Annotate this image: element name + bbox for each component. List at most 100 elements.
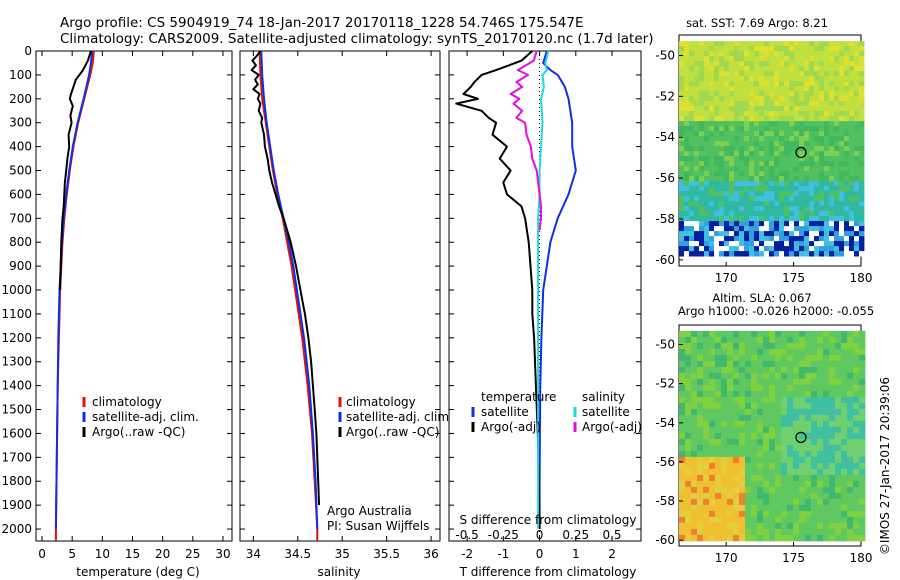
map-cell bbox=[689, 211, 695, 217]
map-cell bbox=[829, 61, 835, 67]
map-cell bbox=[817, 486, 824, 494]
map-cell bbox=[784, 156, 790, 162]
map-cell bbox=[684, 161, 690, 167]
map-cell bbox=[859, 390, 866, 398]
map-cell bbox=[823, 378, 830, 386]
map-cell bbox=[703, 534, 710, 542]
map-cell bbox=[709, 354, 716, 362]
map-cell bbox=[739, 141, 745, 147]
map-cell bbox=[787, 402, 794, 410]
map-cell bbox=[719, 246, 725, 252]
map-cell bbox=[824, 216, 830, 222]
map-cell bbox=[709, 402, 716, 410]
map-cell bbox=[819, 51, 825, 57]
map-cell bbox=[703, 390, 710, 398]
map-cell bbox=[739, 468, 746, 476]
map-cell bbox=[709, 81, 715, 87]
map-cell bbox=[719, 76, 725, 82]
map-cell bbox=[769, 196, 775, 202]
map-cell bbox=[839, 176, 845, 182]
map-cell bbox=[694, 66, 700, 72]
map-cell bbox=[819, 241, 825, 247]
map-cell bbox=[764, 156, 770, 162]
map-cell bbox=[703, 432, 710, 440]
map-cell bbox=[733, 378, 740, 386]
map-cell bbox=[811, 342, 818, 350]
map-cell bbox=[714, 166, 720, 172]
map-cell bbox=[854, 191, 860, 197]
map-cell bbox=[817, 426, 824, 434]
map-cell bbox=[757, 522, 764, 530]
map-cell bbox=[859, 408, 866, 416]
map-cell bbox=[684, 111, 690, 117]
map-cell bbox=[834, 96, 840, 102]
map-cell bbox=[779, 76, 785, 82]
map-cell bbox=[709, 534, 716, 542]
map-cell bbox=[745, 378, 752, 386]
map-cell bbox=[794, 141, 800, 147]
map-cell bbox=[789, 46, 795, 52]
map-cell bbox=[804, 236, 810, 242]
map-cell bbox=[804, 241, 810, 247]
map-cell bbox=[789, 51, 795, 57]
map-cell bbox=[769, 522, 776, 530]
map-cell bbox=[829, 221, 835, 227]
map-cell bbox=[709, 390, 716, 398]
map-cell bbox=[779, 171, 785, 177]
map-cell bbox=[734, 76, 740, 82]
map-cell bbox=[784, 236, 790, 242]
map-cell bbox=[844, 141, 850, 147]
map-cell bbox=[684, 206, 690, 212]
map-cell bbox=[793, 330, 800, 338]
map-cell bbox=[809, 81, 815, 87]
map-cell bbox=[714, 46, 720, 52]
map-cell bbox=[835, 408, 842, 416]
map-cell bbox=[809, 116, 815, 122]
map-cell bbox=[704, 101, 710, 107]
map-cell bbox=[729, 251, 735, 257]
map-cell bbox=[704, 81, 710, 87]
map-cell bbox=[844, 131, 850, 137]
map-cell bbox=[809, 106, 815, 112]
map-cell bbox=[699, 96, 705, 102]
map-cell bbox=[794, 236, 800, 242]
map-cell bbox=[757, 450, 764, 458]
map-cell bbox=[839, 116, 845, 122]
map-cell bbox=[805, 498, 812, 506]
map-cell bbox=[714, 201, 720, 207]
map-cell bbox=[727, 480, 734, 488]
map-cell bbox=[714, 126, 720, 132]
map-cell bbox=[834, 151, 840, 157]
map-cell bbox=[854, 56, 860, 62]
map-cell bbox=[769, 136, 775, 142]
map-cell bbox=[694, 191, 700, 197]
map-cell bbox=[853, 510, 860, 518]
map-cell bbox=[697, 498, 704, 506]
map-cell bbox=[709, 432, 716, 440]
map-cell bbox=[764, 136, 770, 142]
map-cell bbox=[769, 141, 775, 147]
map-cell bbox=[793, 408, 800, 416]
map-cell bbox=[759, 151, 765, 157]
map-cell bbox=[703, 396, 710, 404]
lon-tick-label: 180 bbox=[850, 551, 873, 565]
map-cell bbox=[794, 246, 800, 252]
map-cell bbox=[684, 121, 690, 127]
map-cell bbox=[829, 402, 836, 410]
map-cell bbox=[834, 106, 840, 112]
map-cell bbox=[853, 384, 860, 392]
map-cell bbox=[729, 106, 735, 112]
map-cell bbox=[714, 71, 720, 77]
map-cell bbox=[757, 462, 764, 470]
map-cell bbox=[799, 56, 805, 62]
legend-label-clim: climatology bbox=[346, 395, 416, 409]
map-cell bbox=[789, 131, 795, 137]
map-cell bbox=[799, 504, 806, 512]
map-cell bbox=[749, 251, 755, 257]
map-cell bbox=[835, 396, 842, 404]
map-cell bbox=[757, 348, 764, 356]
map-cell bbox=[714, 51, 720, 57]
map-cell bbox=[769, 166, 775, 172]
map-cell bbox=[709, 366, 716, 374]
map-cell bbox=[715, 492, 722, 500]
